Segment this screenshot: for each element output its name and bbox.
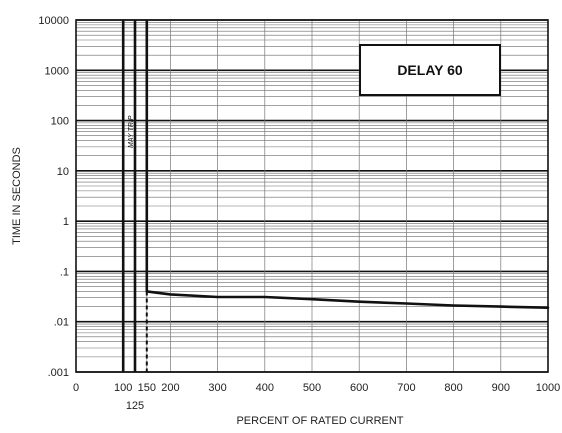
x-tick-label: 0 <box>73 382 79 394</box>
plot-frame <box>75 19 549 373</box>
x-tick-label: 400 <box>256 382 274 394</box>
y-tick-labels: .001 .01 .1 1 10 100 1000 10000 <box>38 15 69 379</box>
y-tick-label: 1000 <box>45 65 69 77</box>
y-tick-label: .001 <box>48 367 69 379</box>
y-tick-label: .1 <box>60 266 69 278</box>
x-axis-title: PERCENT OF RATED CURRENT <box>236 415 403 427</box>
x-tick-label: 900 <box>492 382 510 394</box>
x-tick-labels: 0 100 125 150 200 300 400 500 600 700 800 900 1000 <box>73 382 560 412</box>
x-tick-label: 125 <box>126 400 144 412</box>
title-box <box>359 44 501 96</box>
may-trip-annotation: MAY TRIP <box>128 115 135 148</box>
series-line-0 <box>145 290 550 310</box>
y-tick-label: 10000 <box>38 15 69 27</box>
y-axis-title: TIME IN SECONDS <box>11 147 23 245</box>
chart-title: DELAY 60 <box>397 62 463 78</box>
x-tick-label: 150 <box>138 382 156 394</box>
x-tick-label: 600 <box>350 382 368 394</box>
y-tick-label: 1 <box>63 216 69 228</box>
x-tick-label: 200 <box>161 382 179 394</box>
x-tick-label: 800 <box>444 382 462 394</box>
series-group <box>145 290 550 310</box>
x-tick-label: 700 <box>397 382 415 394</box>
x-tick-label: 300 <box>208 382 226 394</box>
grid <box>75 19 549 373</box>
x-tick-label: 1000 <box>536 382 560 394</box>
x-tick-label: 100 <box>114 382 132 394</box>
vertical-lines <box>121 20 149 372</box>
y-tick-label: 10 <box>57 166 69 178</box>
x-tick-label: 500 <box>303 382 321 394</box>
y-tick-label: 100 <box>51 116 69 128</box>
y-tick-label: .01 <box>54 317 69 329</box>
